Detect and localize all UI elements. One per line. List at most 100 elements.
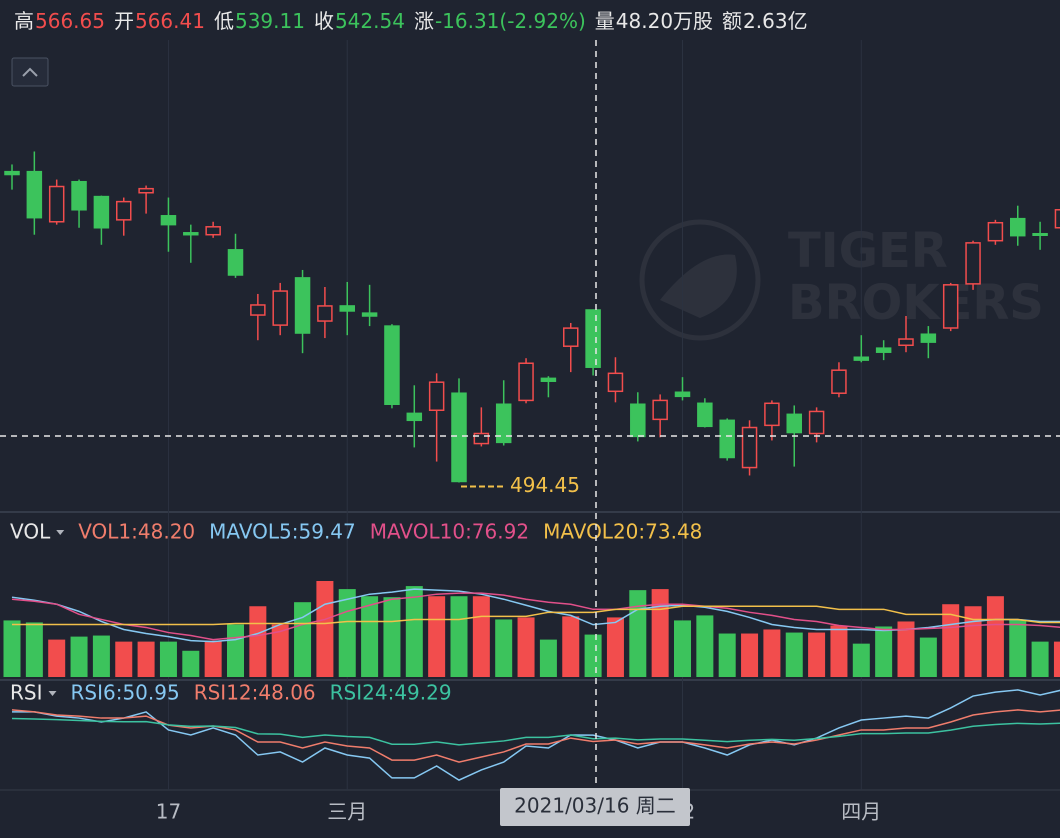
quote-label: 量 bbox=[594, 9, 615, 33]
panel-title: VOL bbox=[10, 520, 51, 544]
volume-bar bbox=[338, 589, 356, 677]
candle-body bbox=[741, 426, 758, 469]
candle-body bbox=[518, 362, 534, 402]
volume-bar bbox=[562, 616, 580, 677]
volume-bar bbox=[70, 636, 88, 677]
legend-entry: MAVOL20:73.48 bbox=[543, 520, 702, 544]
button-frame[interactable] bbox=[11, 57, 49, 87]
legend-entry: RSI12:48.06 bbox=[194, 681, 316, 705]
legend-entry: MAVOL10:76.92 bbox=[370, 520, 529, 544]
candle-body bbox=[272, 290, 288, 326]
chevron-icon[interactable] bbox=[22, 67, 38, 77]
volume-bar bbox=[830, 625, 848, 677]
quote-label: 额 bbox=[722, 9, 743, 33]
volume-bar bbox=[249, 606, 267, 677]
candle-body bbox=[384, 325, 400, 406]
candle-body bbox=[764, 402, 780, 427]
volume-bar bbox=[316, 580, 334, 677]
quote-value: 2.63亿 bbox=[743, 9, 808, 33]
volume-bar bbox=[182, 650, 200, 677]
candle-body bbox=[630, 403, 646, 438]
ma-line bbox=[12, 605, 1060, 626]
quote-item: 高566.65 bbox=[14, 5, 105, 34]
candle-body bbox=[942, 284, 959, 329]
volume-bar bbox=[875, 626, 893, 677]
volume-bar bbox=[92, 635, 110, 677]
candle-body bbox=[808, 410, 825, 435]
candle-body bbox=[116, 200, 132, 221]
quote-item: 额2.63亿 bbox=[722, 5, 808, 34]
dropdown-icon bbox=[56, 530, 65, 535]
quote-item: 量48.20万股 bbox=[595, 5, 713, 34]
volume-bar bbox=[1031, 641, 1049, 677]
volume-bar bbox=[606, 617, 624, 677]
volume-bar bbox=[718, 633, 736, 677]
rsi-line bbox=[12, 689, 1060, 781]
volume-bar bbox=[942, 604, 960, 677]
volume-bar bbox=[383, 597, 401, 677]
candle-body bbox=[563, 327, 579, 347]
candle-body bbox=[250, 304, 266, 316]
candle-body bbox=[831, 369, 847, 394]
candle-body bbox=[987, 221, 1004, 242]
candle-body bbox=[652, 399, 668, 421]
candle-body bbox=[1032, 233, 1048, 237]
volume-bar bbox=[584, 634, 602, 677]
volume-bar bbox=[271, 624, 289, 677]
cursor-date-box bbox=[500, 788, 690, 826]
volume-bar bbox=[651, 589, 669, 677]
watermark-text: BROKERS bbox=[788, 275, 1044, 331]
volume-bar bbox=[204, 640, 222, 677]
candle-body bbox=[26, 170, 43, 219]
candle-body bbox=[361, 312, 378, 317]
collapse-button[interactable] bbox=[11, 57, 49, 87]
x-tick-label: 四月 bbox=[841, 800, 881, 824]
dropdown-icon bbox=[48, 691, 57, 696]
candle-body bbox=[853, 356, 870, 361]
volume-bar bbox=[897, 621, 915, 677]
candle-body bbox=[540, 377, 557, 382]
quote-value: 566.65 bbox=[35, 9, 105, 33]
candle-body bbox=[160, 215, 177, 226]
candle-body bbox=[585, 309, 601, 368]
candle-body bbox=[451, 392, 467, 483]
legend-entry: RSI24:49.29 bbox=[330, 681, 452, 705]
quote-value: 48.20万股 bbox=[615, 9, 714, 33]
volume-bar bbox=[964, 606, 982, 677]
candle-body bbox=[674, 391, 691, 398]
volume-bar bbox=[763, 629, 781, 677]
volume-bar bbox=[741, 633, 759, 677]
candle-body bbox=[1054, 209, 1060, 229]
volume-bar bbox=[986, 596, 1004, 677]
candle-body bbox=[71, 180, 87, 211]
candle-body bbox=[317, 305, 333, 322]
rsi-line bbox=[11, 717, 1060, 746]
watermark-text: TIGER bbox=[788, 223, 948, 279]
x-tick-label: 三月 bbox=[327, 800, 367, 824]
candle-body bbox=[294, 277, 311, 334]
quote-label: 高 bbox=[14, 9, 34, 33]
ma-line bbox=[11, 592, 1060, 641]
volume-bar bbox=[159, 641, 177, 677]
candle-body bbox=[473, 432, 490, 445]
candle-body bbox=[965, 242, 981, 285]
volume-bar bbox=[808, 632, 826, 677]
legend-entry: RSI6:50.95 bbox=[71, 681, 180, 705]
quote-header: 高566.65 开566.41 低539.11 收542.54 涨-16.31(-2.9… bbox=[14, 5, 808, 34]
volume-bar bbox=[25, 622, 43, 677]
quote-item: 开566.41 bbox=[114, 5, 205, 34]
candle-body bbox=[786, 413, 802, 434]
volume-bar bbox=[919, 637, 937, 677]
quote-value: 542.54 bbox=[334, 9, 405, 33]
quote-item: 低539.11 bbox=[214, 5, 305, 34]
volume-bar bbox=[629, 590, 647, 677]
quote-value: 539.11 bbox=[234, 9, 305, 33]
low-marker-label: 494.45 bbox=[510, 473, 580, 497]
watermark-logo bbox=[639, 219, 761, 341]
candle-body bbox=[205, 226, 221, 236]
volume-bar bbox=[450, 596, 468, 677]
quote-label: 低 bbox=[213, 9, 234, 33]
